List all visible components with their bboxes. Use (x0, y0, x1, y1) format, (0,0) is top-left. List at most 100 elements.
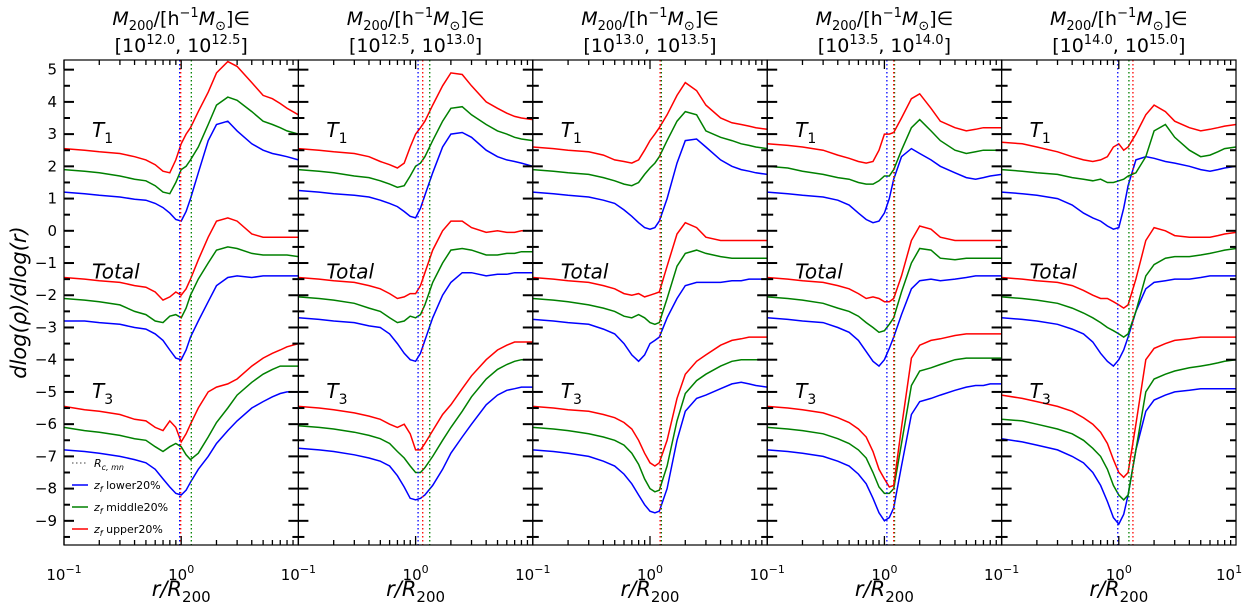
group-label: T3 (326, 379, 347, 408)
panel-title-line2: [1013.5, 1014.0] (818, 33, 951, 57)
curve-t3-upper (767, 333, 1002, 488)
curve-total-middle (532, 249, 768, 326)
x-tick-label: 101 (1216, 563, 1242, 584)
curve-total-middle (767, 247, 1002, 334)
group-label: Total (1030, 260, 1078, 284)
panel-title-line2: [1012.0, 1012.5] (115, 33, 248, 57)
x-axis-label: r/R200 (1089, 577, 1148, 605)
y-tick-label: −4 (35, 351, 57, 369)
curve-t1-upper (767, 92, 1002, 164)
x-tick-label: 10−1 (984, 563, 1019, 584)
curve-total-upper (63, 217, 299, 302)
legend-label: zf middle20% (93, 501, 168, 516)
panel-title-line2: [1012.5, 1013.0] (349, 33, 482, 57)
curve-t3-lower (63, 391, 299, 496)
curve-t1-lower (532, 138, 768, 230)
y-tick-label: −5 (35, 383, 57, 401)
curve-t1-upper (63, 60, 299, 174)
curve-total-lower (298, 271, 533, 363)
y-tick-label: −3 (35, 318, 57, 336)
curve-total-lower (1001, 275, 1236, 368)
group-label: Total (326, 260, 374, 284)
group-label: T3 (561, 379, 582, 408)
y-tick-label: −9 (35, 512, 57, 530)
group-label: T1 (795, 118, 816, 147)
curve-total-upper (767, 225, 1002, 303)
curve-total-middle (298, 247, 533, 324)
y-axis-label: dlog(ρ)/dlog(r) (7, 226, 31, 379)
curve-t1-lower (63, 120, 299, 222)
group-label: Total (92, 260, 140, 284)
curve-t1-middle (767, 118, 1002, 185)
x-tick-label: 10−1 (515, 563, 550, 584)
panel-title-line1: M200/[hh−1M⊙]∈ (347, 6, 485, 34)
curve-total-middle (63, 246, 299, 324)
y-tick-label: −7 (35, 447, 57, 465)
group-label: T1 (1030, 118, 1051, 147)
curve-total-upper (1001, 226, 1237, 310)
curve-total-lower (767, 275, 1002, 368)
y-tick-label: −1 (35, 254, 57, 272)
y-tick-label: −2 (35, 286, 57, 304)
group-label: T3 (92, 379, 113, 408)
x-tick-label: 10−1 (46, 563, 81, 584)
curve-t1-middle (532, 110, 768, 187)
group-label: T1 (561, 118, 582, 147)
group-label: T3 (795, 379, 816, 408)
x-tick-label: 100 (403, 563, 429, 584)
curve-t1-middle (298, 105, 533, 189)
legend-label: Rc, mn (94, 457, 124, 472)
y-tick-label: 4 (47, 93, 57, 111)
curve-t3-upper (298, 341, 533, 451)
curve-t3-middle (298, 358, 533, 474)
group-label: T3 (1030, 379, 1051, 408)
x-tick-label: 10−1 (750, 563, 785, 584)
x-tick-label: 100 (1106, 563, 1132, 584)
curve-t3-upper (532, 336, 768, 467)
group-label: T1 (92, 118, 113, 147)
x-tick-label: 100 (871, 563, 897, 584)
curve-t3-middle (63, 365, 299, 461)
panel-title-line1: M200/[hh−1M⊙]∈ (816, 6, 954, 34)
panel-5: 10−1 100 101 r/R200 M200/[hh−1M⊙]∈[1014.0, 1… (984, 6, 1242, 605)
panel-title-line2: [1014.0, 1015.0] (1052, 33, 1185, 57)
group-label: T1 (326, 118, 347, 147)
curve-t1-upper (1001, 104, 1237, 163)
curve-t3-middle (767, 357, 1002, 495)
y-tick-label: −6 (35, 415, 57, 433)
x-axis-label: r/R200 (152, 577, 211, 605)
y-tick-label: 5 (47, 61, 57, 79)
curve-total-lower (532, 278, 768, 363)
legend-item-upper: zf upper20% (72, 523, 163, 538)
panel-title-line1: M200/[hh−1M⊙]∈ (112, 6, 250, 34)
panel-title-line1: M200/[hh−1M⊙]∈ (581, 6, 719, 34)
curve-t3-lower (1001, 387, 1236, 526)
curve-t3-middle (1001, 358, 1237, 501)
curve-t3-upper (1001, 336, 1236, 479)
curve-t1-middle (63, 96, 299, 195)
legend-label: zf upper20% (93, 523, 163, 538)
y-tick-label: 1 (47, 190, 57, 208)
legend-item-middle: zf middle20% (72, 501, 168, 516)
curve-t3-middle (532, 358, 768, 493)
x-axis-label: r/R200 (621, 577, 680, 605)
curve-total-upper (298, 220, 533, 300)
curve-total-upper (532, 221, 768, 298)
curve-t3-lower (767, 383, 1002, 522)
x-axis-label: r/R200 (855, 577, 914, 605)
curve-t1-lower (767, 147, 1002, 224)
group-label: Total (561, 260, 609, 284)
panel-title-line2: [1013.0, 1013.5] (583, 33, 716, 57)
x-axis-label: r/R200 (386, 577, 445, 605)
curve-t3-lower (298, 386, 533, 501)
y-tick-label: 3 (47, 125, 57, 143)
curve-t1-lower (1001, 155, 1237, 231)
y-tick-label: 0 (47, 222, 57, 240)
group-label: Total (795, 260, 843, 284)
curve-t1-upper (532, 81, 768, 164)
